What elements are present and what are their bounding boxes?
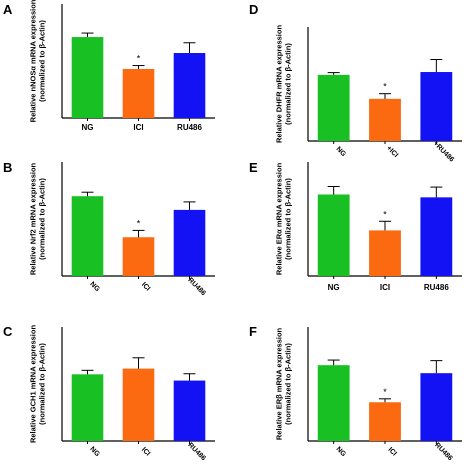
bar-ici (369, 402, 401, 441)
panel-e: E Relative ERα mRNA expression(normalized… (249, 160, 462, 292)
bar-ici (122, 68, 155, 118)
bar-ru486 (420, 72, 453, 141)
y-axis-label: Relative nNOSα mRNA expression(normalize… (29, 0, 47, 122)
panel-d: D Relative DHFR mRNA expression(normalize… (249, 2, 462, 164)
x-tick-label: NG (82, 123, 94, 132)
x-tick-label: ICI (133, 123, 143, 132)
x-tick-label: NG (88, 446, 101, 459)
x-tick-label: NG (335, 146, 348, 159)
y-axis-label: Relative GCH1 mRNA expression(normalized… (29, 325, 47, 444)
significance-marker: * (383, 82, 387, 92)
y-axis-label: Relative DHFR mRNA expression(normalized… (275, 25, 293, 144)
x-tick-label: RU486 (186, 277, 206, 297)
x-tick-label: ICI (140, 281, 151, 292)
panel-letter: E (249, 160, 258, 175)
x-tick-label: ICI (386, 446, 397, 457)
bar-ng (317, 74, 350, 141)
panel-letter: C (3, 324, 13, 339)
panel-c: C Relative GCH1 mRNA expression(normalize… (3, 324, 215, 462)
x-tick-label: RU486 (186, 442, 206, 462)
panel-letter: A (3, 2, 13, 17)
significance-marker: * (383, 209, 387, 219)
panel-a: A Relative nNOSα mRNA expression(normaliz… (3, 0, 215, 132)
panel-letter: D (249, 2, 258, 17)
x-tick-label: RU486 (177, 123, 202, 132)
bar-ici (369, 230, 401, 276)
bar-ng (317, 365, 350, 441)
bar-ng (317, 194, 350, 276)
significance-marker: * (137, 218, 141, 228)
bar-ng (71, 37, 104, 119)
x-tick-label: NG (88, 281, 101, 294)
bar-ici (122, 368, 155, 441)
significance-marker: * (137, 54, 141, 64)
x-tick-label: +ICI (385, 145, 399, 159)
x-tick-label: NG (335, 446, 348, 459)
panel-b: B Relative Nrf2 mRNA expression(normalize… (3, 160, 215, 297)
x-tick-label: NG (328, 283, 340, 292)
panel-letter: F (249, 324, 257, 339)
significance-marker: * (383, 387, 387, 397)
y-axis-label: Relative Nrf2 mRNA expression(normalized… (29, 162, 47, 275)
x-tick-label: RU486 (424, 283, 449, 292)
bar-ici (369, 98, 401, 141)
panel-letter: B (3, 160, 12, 175)
x-tick-label: ICI (140, 446, 151, 457)
panel-f: F Relative ERβ mRNA expression(normalized… (249, 324, 462, 462)
x-tick-label: RU486 (433, 442, 453, 462)
bar-ru486 (173, 53, 206, 118)
y-axis-label: Relative ERβ mRNA expression(normalized … (275, 327, 293, 440)
bar-ru486 (173, 209, 206, 276)
bar-ru486 (420, 373, 453, 441)
bar-ng (71, 196, 104, 276)
bar-ru486 (420, 197, 453, 276)
bar-ici (122, 237, 155, 276)
x-tick-label: ICI (380, 283, 390, 292)
bar-ru486 (173, 380, 206, 441)
x-tick-label: +RU486 (432, 140, 455, 163)
y-axis-label: Relative ERα mRNA expression(normalized … (275, 162, 293, 275)
bar-ng (71, 374, 104, 441)
